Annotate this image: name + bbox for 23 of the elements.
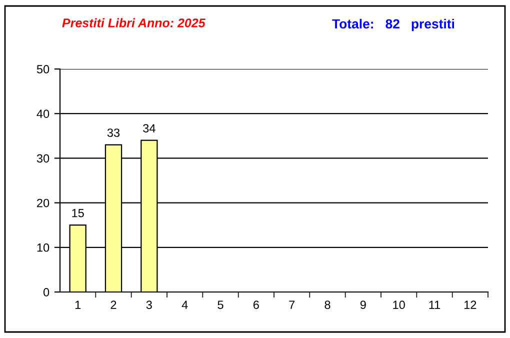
y-tick-label: 40 bbox=[36, 110, 50, 118]
x-tick-label: 2 bbox=[110, 300, 116, 309]
x-tick-label: 10 bbox=[393, 300, 405, 310]
x-tick-label: 8 bbox=[324, 300, 330, 310]
chart-subtitle: Totale: 82 prestiti bbox=[332, 18, 454, 32]
y-tick-label: 0 bbox=[43, 288, 50, 296]
x-tick-label: 12 bbox=[464, 300, 476, 309]
y-tick-label: 10 bbox=[37, 243, 50, 252]
data-label: 34 bbox=[143, 124, 156, 132]
x-tick-label: 5 bbox=[218, 300, 224, 310]
x-tick-label: 4 bbox=[182, 300, 188, 309]
data-label: 15 bbox=[72, 208, 84, 218]
x-tick-label: 3 bbox=[146, 300, 152, 310]
chart-title: Prestiti Libri Anno: 2025 bbox=[62, 18, 206, 28]
x-tick-label: 6 bbox=[253, 300, 259, 310]
x-tick-label: 9 bbox=[360, 300, 366, 310]
y-tick-label: 30 bbox=[36, 154, 50, 163]
x-tick-label: 7 bbox=[289, 300, 295, 309]
y-tick-label: 50 bbox=[36, 65, 50, 74]
x-tick-label: 1 bbox=[75, 300, 81, 309]
x-tick-label: 11 bbox=[429, 300, 440, 309]
y-tick-label: 20 bbox=[37, 198, 50, 208]
data-label: 33 bbox=[107, 128, 120, 137]
